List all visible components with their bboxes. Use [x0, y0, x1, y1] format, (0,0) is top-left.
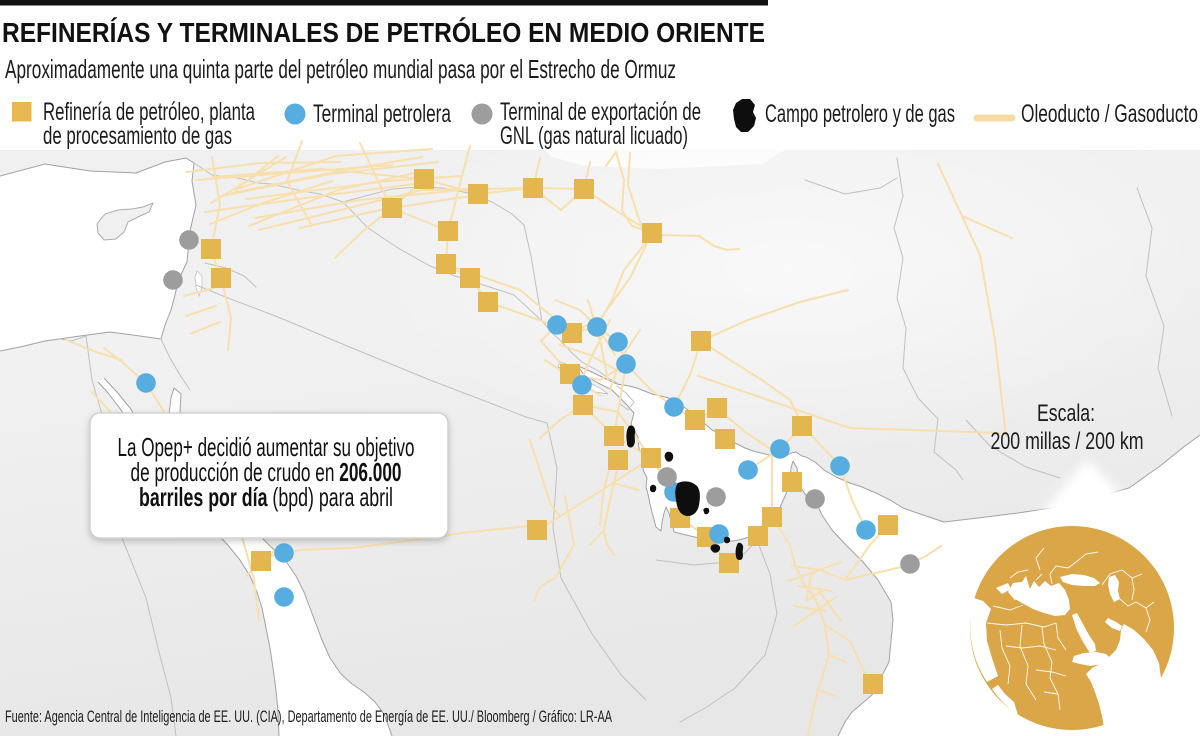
svg-text:Escala:: Escala:	[1037, 400, 1095, 427]
svg-text:Oleoducto / Gasoducto: Oleoducto / Gasoducto	[1021, 100, 1198, 128]
svg-text:GNL (gas natural licuado): GNL (gas natural licuado)	[500, 122, 688, 150]
svg-text:Aproximadamente una quinta par: Aproximadamente una quinta parte del pet…	[5, 54, 676, 84]
svg-text:Refinería de petróleo, planta: Refinería de petróleo, planta	[43, 98, 255, 126]
svg-text:Fuente: Agencia Central de Int: Fuente: Agencia Central de Inteligencia …	[5, 707, 612, 726]
svg-text:barriles por día (bpd) para ab: barriles por día (bpd) para abril	[139, 482, 393, 512]
svg-text:Terminal de exportación de: Terminal de exportación de	[500, 98, 701, 126]
svg-text:Terminal petrolera: Terminal petrolera	[313, 100, 451, 128]
svg-text:La Opep+ decidió aumentar su o: La Opep+ decidió aumentar su objetivo	[118, 432, 415, 462]
svg-text:de producción de crudo en 206.: de producción de crudo en 206.000	[131, 457, 402, 487]
svg-text:de procesamiento de gas: de procesamiento de gas	[43, 122, 232, 150]
svg-text:Campo petrolero y de gas: Campo petrolero y de gas	[765, 100, 955, 128]
svg-text:200 millas / 200 km: 200 millas / 200 km	[991, 428, 1144, 455]
svg-text:REFINERÍAS Y TERMINALES DE PET: REFINERÍAS Y TERMINALES DE PETRÓLEO EN M…	[2, 17, 765, 48]
